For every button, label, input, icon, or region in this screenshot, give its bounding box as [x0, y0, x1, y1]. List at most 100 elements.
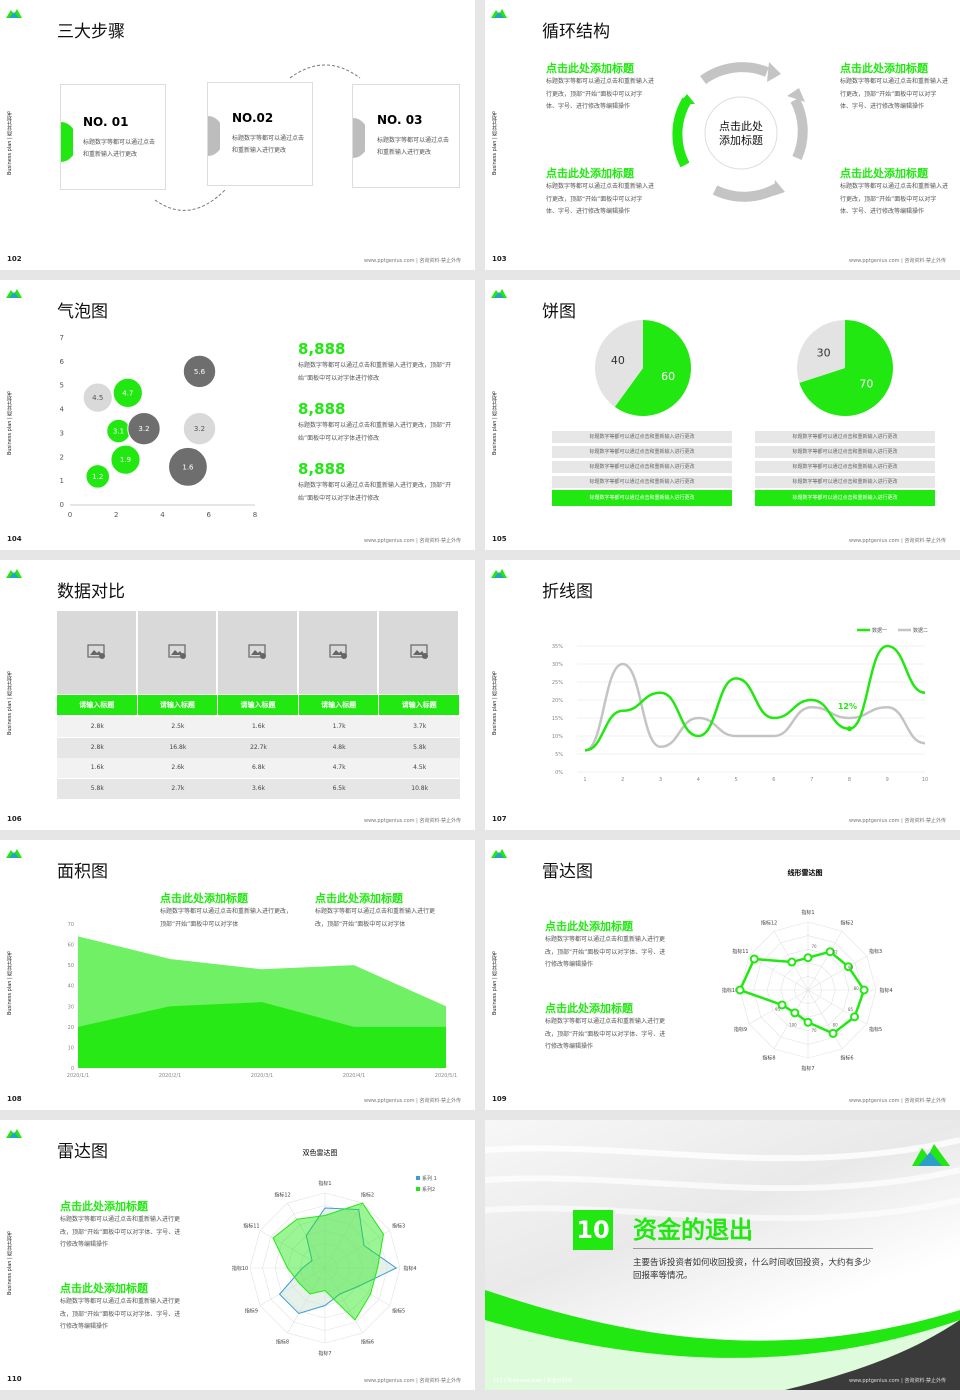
radar-point: [735, 985, 745, 995]
text-row: 标题数字等都可以通过点击和重新输入进行更改: [755, 446, 935, 458]
table-image-cell[interactable]: [218, 611, 297, 694]
y-tick-label: 0: [60, 501, 64, 509]
table-image-cell[interactable]: [137, 611, 217, 694]
table-image-cell[interactable]: [57, 611, 136, 694]
radar-point: [825, 947, 835, 957]
slide-105[interactable]: Business plan | 商业计划书 饼图 60 40 70 30 标题数字等都…: [485, 280, 960, 550]
y-tick-label: 70: [68, 922, 74, 928]
line-chart: 0% 5% 10% 15% 20% 25% 30% 35% 1 2 3 4 5 6 7 8 9 10 12% 数据一 数…: [552, 627, 928, 783]
bubble-label: 3.1: [113, 428, 124, 436]
step-number: NO. 03: [377, 113, 423, 127]
radar-point: [859, 985, 869, 995]
steps-connectors: [154, 64, 361, 211]
cycle-center-label: 点击此处 添加标题: [719, 120, 763, 147]
radar-chart-dual: 指标1 指标2 指标3 指标4 指标5 指标6 指标7 指标8 指标9 指标10 指标11 指标12 系…: [232, 1175, 437, 1357]
item-heading: 点击此处添加标题: [840, 62, 928, 75]
item-text: 标题数字等都可以通过点击和重新输入进行更改，顶部“开始”面板中可以对字体、字号、…: [60, 1298, 181, 1330]
y-tick-label: 7: [60, 334, 64, 342]
step-card-2[interactable]: NO.02 标题数字等都可以通过点击和重新输入进行更改: [207, 82, 313, 186]
half-circle-icon: [353, 118, 365, 158]
radar-axis-label: 指标1: [318, 1180, 331, 1187]
radar-value-label: 80: [833, 1023, 839, 1028]
highlight-point: [846, 726, 852, 732]
slide-111[interactable]: 10 资金的退出 主要告诉投资者如何收回投资，什么时间收回投资，大约有多少回报率…: [485, 1120, 960, 1390]
y-tick-label: 20%: [552, 698, 563, 704]
slide-109[interactable]: Business plan | 商业计划书 雷达图 点击此处添加标题 标题数字等…: [485, 840, 960, 1110]
half-circle-icon: [61, 122, 73, 162]
item-text: 标题数字等都可以通过点击和重新输入进行更改，顶部“开始”面板中可以对字体: [160, 908, 293, 928]
slide-title: 数据对比: [57, 582, 125, 602]
item-heading: 点击此处添加标题: [160, 892, 248, 905]
brand-logo-icon: [912, 1144, 950, 1166]
x-tick-label: 9: [886, 777, 889, 783]
pie-charts: 60 40 70 30: [595, 320, 893, 416]
x-tick-label: 2020/1/1: [67, 1073, 89, 1079]
item-text: 标题数字等都可以通过点击和重新输入进行更改，顶部“开始”面板中可以对字体、字号、…: [545, 1018, 666, 1050]
bubble-label: 1.9: [120, 456, 131, 464]
table-header[interactable]: 请输入标题: [218, 695, 298, 715]
series-line: [584, 644, 926, 752]
slide-title: 面积图: [57, 862, 108, 882]
slide-title: 三大步骤: [57, 22, 125, 42]
slide-106[interactable]: Business plan | 商业计划书 数据对比 请输入标题 请输入标题 请输入…: [0, 560, 475, 830]
x-tick-label: 2020/5/1: [435, 1073, 457, 1079]
item-heading: 点击此处添加标题: [546, 167, 634, 180]
radar-axis-label: 指标10: [722, 987, 738, 994]
table-header[interactable]: 请输入标题: [298, 695, 379, 715]
logo-icon: [491, 9, 507, 18]
stat-number: 8,888: [298, 460, 346, 478]
item-text: 标题数字等都可以通过点击和重新输入进行更改，顶部“开始”面板中可以对字体、字号、…: [60, 1216, 181, 1248]
table-cell: 6.5k: [332, 784, 346, 792]
slide-107[interactable]: Business plan | 商业计划书 折线图 0% 5% 10% 15% 20% 2…: [485, 560, 960, 830]
slide-103[interactable]: Business plan | 商业计划书 循环结构 点击此处 添加标题 点击此…: [485, 0, 960, 270]
table-header[interactable]: 请输入标题: [379, 695, 459, 715]
radar-value-label: 70: [811, 944, 817, 949]
radar-axis-label: 指标7: [801, 1065, 814, 1072]
pie-slice: [799, 320, 893, 416]
x-tick-label: 8: [848, 777, 851, 783]
footer-text: www.pptgenius.com | 咨询资料·禁止外传: [363, 1378, 461, 1384]
image-placeholder-icon: [329, 644, 348, 659]
slide-title: 折线图: [542, 582, 593, 602]
cycle-diagram: [672, 62, 808, 202]
area-chart: 0 10 20 30 40 50 60 70 2020/1/1 2020/2/1 2020/3/1 2…: [67, 922, 457, 1079]
item-heading: 点击此处添加标题: [545, 920, 633, 933]
table-row: [57, 737, 460, 758]
logo-icon: [6, 849, 22, 858]
table-cell: 22.7k: [250, 743, 267, 751]
page-number: 102: [7, 255, 22, 263]
radar-value-label: 82: [833, 949, 839, 954]
table-header[interactable]: 请输入标题: [57, 695, 137, 715]
slide-108[interactable]: Business plan | 商业计划书 面积图 点击此处添加标题 标题数字等…: [0, 840, 475, 1110]
radar-spoke: [748, 955, 809, 991]
radar-point: [828, 1028, 838, 1038]
y-tick-label: 35%: [552, 644, 563, 650]
annotation-label: 12%: [838, 702, 857, 711]
item-heading: 点击此处添加标题: [840, 167, 928, 180]
text-row: 标题数字等都可以通过点击和重新输入进行更改: [552, 476, 732, 488]
page-number: 110: [7, 1375, 22, 1383]
x-tick-label: 7: [810, 777, 813, 783]
table-cell: 5.8k: [90, 784, 104, 792]
legend-swatch: [416, 1187, 420, 1191]
stat-text: 标题数字等都可以通过点击和重新输入进行更改，顶部“开始”面板中可以对字体进行修改: [298, 362, 452, 382]
slide-102[interactable]: Business plan | 商业计划书 三大步骤 NO. 01 标题数字等都…: [0, 0, 475, 270]
radar-point: [790, 1008, 800, 1018]
background-waves: [485, 1137, 960, 1390]
table-header[interactable]: 请输入标题: [137, 695, 218, 715]
logo-icon: [491, 569, 507, 578]
bubble: [182, 354, 217, 389]
step-card-1[interactable]: NO. 01 标题数字等都可以通过点击和重新输入进行更改: [60, 84, 166, 190]
x-tick-label: 2020/4/1: [343, 1073, 365, 1079]
table-image-cell[interactable]: [298, 611, 378, 694]
section-divider: [633, 1248, 873, 1249]
radar-axis-label: 指标6: [361, 1339, 374, 1346]
step-number: NO.02: [232, 111, 274, 125]
table-image-cell[interactable]: [379, 611, 458, 694]
section-number: 10: [573, 1210, 613, 1250]
step-card-3[interactable]: NO. 03 标题数字等都可以通过点击和重新输入进行更改: [352, 84, 460, 188]
logo-icon: [6, 1129, 22, 1138]
slide-110[interactable]: Business plan | 商业计划书 雷达图 点击此处添加标题 标题数字等…: [0, 1120, 475, 1390]
page-number: 104: [7, 535, 22, 543]
